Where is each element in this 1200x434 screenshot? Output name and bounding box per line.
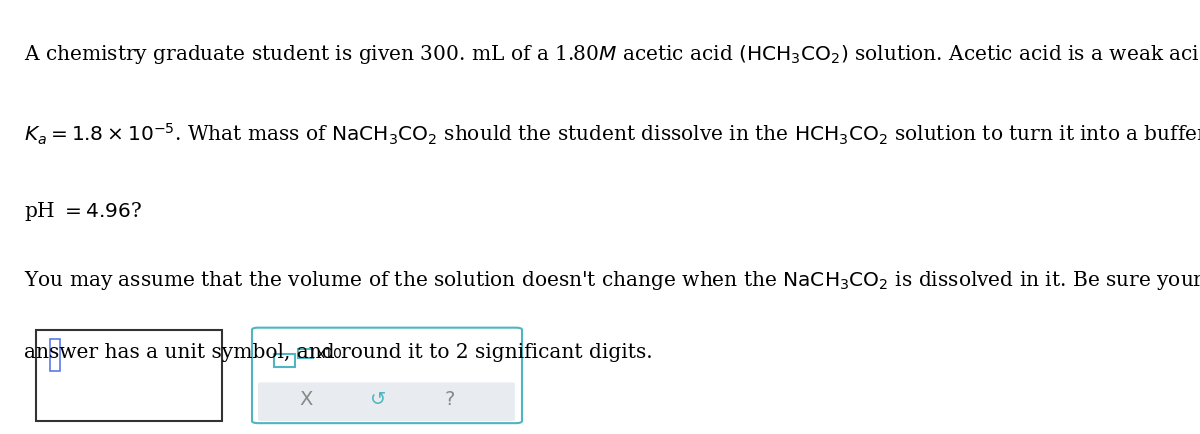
Text: ↺: ↺: [370, 390, 386, 409]
Text: X: X: [299, 390, 313, 409]
Text: You may assume that the volume of the solution doesn't change when the $\mathrm{: You may assume that the volume of the so…: [24, 269, 1200, 292]
Text: x10: x10: [317, 347, 343, 361]
Text: pH $=4.96$?: pH $=4.96$?: [24, 200, 142, 223]
Text: A chemistry graduate student is given 300. mL of a 1.80$\mathit{M}$ acetic acid : A chemistry graduate student is given 30…: [24, 43, 1200, 66]
Text: $K_a=1.8\times10^{-5}$. What mass of $\mathrm{NaCH_3CO_2}$ should the student di: $K_a=1.8\times10^{-5}$. What mass of $\m…: [24, 122, 1200, 147]
Text: ?: ?: [445, 390, 455, 409]
Text: answer has a unit symbol, and round it to 2 significant digits.: answer has a unit symbol, and round it t…: [24, 343, 653, 362]
